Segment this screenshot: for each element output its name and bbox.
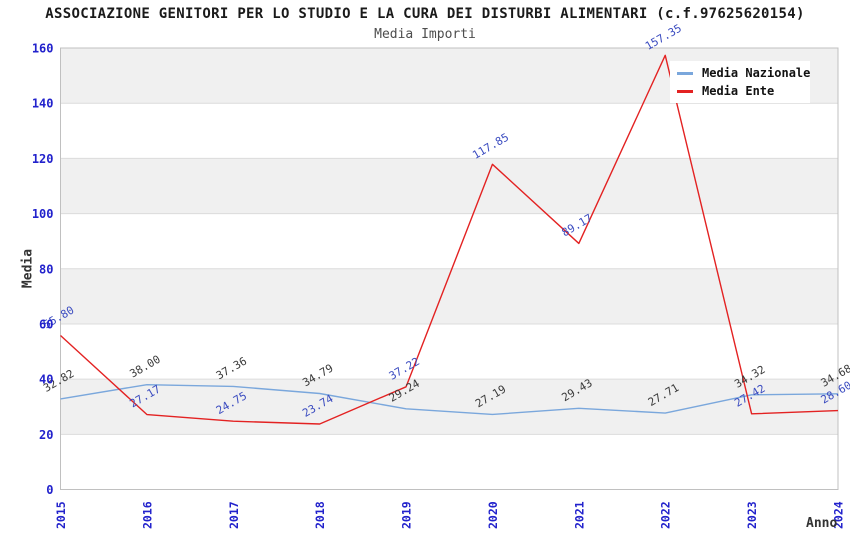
svg-text:0: 0 bbox=[46, 483, 53, 497]
y-axis-ticks: 0 20 40 60 80 100 120 140 160 bbox=[32, 42, 54, 498]
svg-text:2024: 2024 bbox=[832, 501, 846, 529]
media-nazionale-line-swatch bbox=[677, 71, 693, 75]
series-line-media-ente bbox=[60, 54, 839, 425]
plot-bands bbox=[60, 48, 838, 490]
svg-text:2019: 2019 bbox=[400, 501, 414, 529]
legend-item-media-nazionale: Media Nazionale bbox=[670, 64, 810, 82]
svg-text:100: 100 bbox=[32, 207, 54, 221]
chart-title: ASSOCIAZIONE GENITORI PER LO STUDIO E LA… bbox=[45, 6, 805, 22]
svg-text:20: 20 bbox=[39, 428, 53, 442]
svg-text:80: 80 bbox=[39, 262, 53, 276]
svg-text:2022: 2022 bbox=[659, 501, 673, 529]
plot-border bbox=[60, 47, 839, 490]
svg-text:160: 160 bbox=[32, 42, 54, 56]
series-line-media-nazionale bbox=[60, 383, 839, 416]
x-axis-ticks: 2015 2016 2017 2018 2019 2020 2021 2022 2023 2024 bbox=[54, 501, 846, 529]
legend-label-media-ente: Media Ente bbox=[702, 84, 775, 98]
svg-text:2018: 2018 bbox=[313, 501, 327, 529]
legend-label-media-nazionale: Media Nazionale bbox=[702, 66, 811, 80]
legend: Media Nazionale Media Ente bbox=[670, 61, 810, 103]
svg-text:120: 120 bbox=[32, 152, 54, 166]
legend-item-media-ente: Media Ente bbox=[670, 82, 810, 100]
svg-text:2016: 2016 bbox=[140, 501, 154, 529]
svg-text:2015: 2015 bbox=[54, 501, 68, 529]
media-ente-line-swatch bbox=[677, 89, 693, 93]
grid-lines bbox=[60, 102, 838, 435]
svg-text:60: 60 bbox=[39, 317, 53, 331]
svg-text:2017: 2017 bbox=[227, 501, 241, 529]
svg-text:140: 140 bbox=[32, 97, 54, 111]
x-axis-title: Anno bbox=[806, 516, 838, 531]
svg-text:40: 40 bbox=[39, 373, 53, 387]
chart-subtitle: Media Importi bbox=[374, 27, 476, 42]
y-axis-title: Media bbox=[20, 248, 36, 289]
svg-text:2023: 2023 bbox=[745, 501, 759, 529]
svg-text:2021: 2021 bbox=[572, 501, 586, 529]
svg-text:2020: 2020 bbox=[486, 501, 500, 529]
